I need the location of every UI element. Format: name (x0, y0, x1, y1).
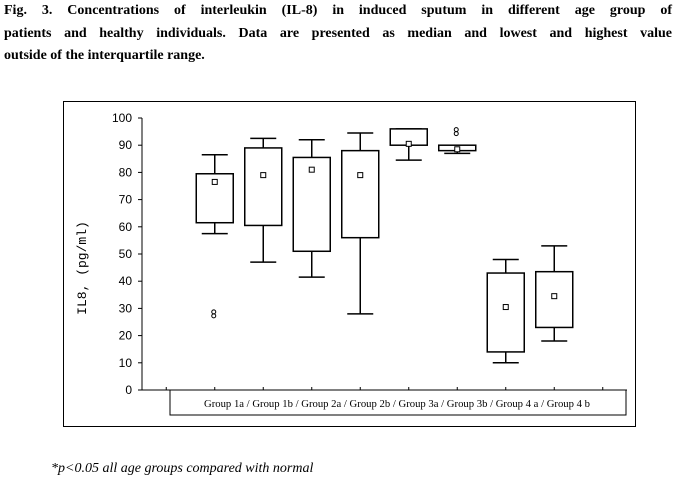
outlier-marker (453, 127, 459, 133)
footnote: *p<0.05 all age groups compared with nor… (51, 461, 314, 476)
x-label-box (169, 389, 627, 416)
outlier-marker (211, 309, 217, 315)
box-group-2 (244, 137, 283, 263)
iqr-box (341, 149, 380, 239)
y-tick-label: 60 (119, 220, 133, 234)
outlier-marker (211, 313, 217, 319)
median-marker (260, 172, 267, 179)
median-marker (551, 293, 558, 300)
caption-line-3: outside of the interquartile range. (4, 48, 205, 63)
x-axis-label: Group 1a / Group 1b / Group 2a / Group 2… (204, 399, 590, 410)
box-group-8 (535, 245, 574, 342)
box-group-6 (438, 127, 477, 155)
box-group-3 (292, 139, 331, 278)
caption-line-2: patients and healthy individuals. Data a… (4, 25, 672, 41)
chart-boxes (195, 127, 574, 364)
median-marker (454, 146, 461, 153)
iqr-box (535, 270, 574, 329)
caption-line-1: Fig. 3. Concentrations of interleukin (I… (4, 3, 672, 18)
median-marker (357, 172, 364, 179)
y-tick-label: 40 (119, 274, 133, 288)
median-marker (308, 166, 315, 173)
iqr-box (486, 272, 525, 353)
y-axis-label: IL8, (pg/ml) (75, 221, 90, 315)
iqr-box (292, 156, 331, 253)
y-tick-label: 30 (119, 301, 133, 315)
median-marker (405, 140, 412, 147)
box-group-1 (195, 153, 234, 319)
y-tick-label: 50 (119, 247, 133, 261)
y-tick-label: 80 (119, 165, 133, 179)
outlier-marker (453, 131, 459, 137)
y-tick-label: 20 (119, 329, 133, 343)
y-tick-label: 10 (119, 356, 133, 370)
box-group-4 (341, 132, 380, 315)
iqr-box (244, 147, 283, 227)
box-group-5 (389, 128, 428, 161)
y-tick-label: 100 (112, 111, 132, 125)
median-marker (502, 304, 509, 311)
box-group-7 (486, 258, 525, 364)
figure-caption: Fig. 3. Concentrations of interleukin (I… (4, 0, 672, 68)
y-tick-label: 0 (125, 383, 132, 397)
y-tick-label: 90 (119, 138, 133, 152)
median-marker (211, 178, 218, 185)
y-tick-label: 70 (119, 193, 133, 207)
